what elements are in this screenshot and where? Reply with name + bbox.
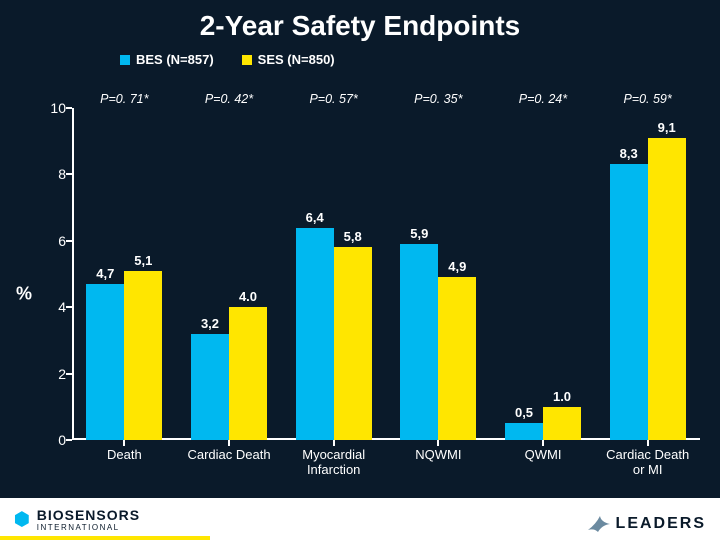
x-tick-label: Cardiac Deathor MI (585, 448, 710, 478)
bar-value-label: 5,1 (124, 253, 162, 268)
bar: 1.0 (543, 407, 581, 440)
legend-item: SES (N=850) (242, 52, 335, 67)
bar-value-label: 8,3 (610, 146, 648, 161)
logo-right-text: LEADERS (616, 515, 706, 533)
bar-group: 6,45,8MyocardialInfarction (281, 108, 386, 440)
plot-area: 4,75,1Death3,24.0Cardiac Death6,45,8Myoc… (72, 108, 700, 440)
y-tick-mark (66, 240, 72, 242)
bar-group: 5,94,9NQWMI (386, 108, 491, 440)
bar-value-label: 4,7 (86, 266, 124, 281)
bar-value-label: 4,9 (438, 259, 476, 274)
x-tick-mark (123, 440, 125, 446)
y-tick-label: 6 (36, 233, 66, 249)
bar: 9,1 (648, 138, 686, 440)
y-tick-label: 4 (36, 299, 66, 315)
y-tick-mark (66, 306, 72, 308)
bar-groups: 4,75,1Death3,24.0Cardiac Death6,45,8Myoc… (72, 108, 700, 440)
chart: % 4,75,1Death3,24.0Cardiac Death6,45,8My… (20, 108, 700, 480)
bar: 5,9 (400, 244, 438, 440)
bar-group: 4,75,1Death (72, 108, 177, 440)
y-tick-mark (66, 373, 72, 375)
y-tick-mark (66, 439, 72, 441)
x-tick-mark (333, 440, 335, 446)
bar: 4,9 (438, 277, 476, 440)
p-value: P=0. 24* (491, 92, 595, 106)
bar-group: 3,24.0Cardiac Death (177, 108, 282, 440)
y-tick-label: 2 (36, 366, 66, 382)
bar: 4,7 (86, 284, 124, 440)
bar: 5,1 (124, 271, 162, 440)
bar-value-label: 6,4 (296, 210, 334, 225)
slide: 2-Year Safety Endpoints BES (N=857) SES (… (0, 0, 720, 540)
y-tick-label: 8 (36, 166, 66, 182)
legend-swatch (120, 55, 130, 65)
logo-left-sub: INTERNATIONAL (37, 523, 140, 532)
x-tick-mark (647, 440, 649, 446)
x-tick-mark (228, 440, 230, 446)
legend-label: BES (N=857) (136, 52, 214, 67)
y-axis-label: % (16, 284, 32, 305)
p-value: P=0. 42* (177, 92, 281, 106)
bar: 3,2 (191, 334, 229, 440)
bar-value-label: 3,2 (191, 316, 229, 331)
footer: ⬢ BIOSENSORS INTERNATIONAL LEADERS (0, 498, 720, 540)
bar: 5,8 (334, 247, 372, 440)
p-value: P=0. 35* (386, 92, 490, 106)
legend-label: SES (N=850) (258, 52, 335, 67)
bird-icon (586, 514, 612, 534)
bar: 0,5 (505, 423, 543, 440)
bar-value-label: 4.0 (229, 289, 267, 304)
logo-left-main: BIOSENSORS (37, 507, 140, 523)
logo-leaders: LEADERS (586, 514, 706, 534)
bar: 8,3 (610, 164, 648, 440)
bar-value-label: 5,9 (400, 226, 438, 241)
bar-value-label: 5,8 (334, 229, 372, 244)
x-tick-mark (437, 440, 439, 446)
bar: 4.0 (229, 307, 267, 440)
legend: BES (N=857) SES (N=850) (0, 42, 720, 67)
y-tick-label: 10 (36, 100, 66, 116)
legend-swatch (242, 55, 252, 65)
logo-biosensors: ⬢ BIOSENSORS INTERNATIONAL (14, 507, 140, 532)
bar-value-label: 9,1 (648, 120, 686, 135)
bar: 6,4 (296, 228, 334, 440)
bar-value-label: 1.0 (543, 389, 581, 404)
bar-group: 0,51.0QWMI (491, 108, 596, 440)
footer-accent (0, 536, 210, 540)
hex-icon: ⬢ (14, 509, 31, 530)
bar-value-label: 0,5 (505, 405, 543, 420)
y-tick-mark (66, 173, 72, 175)
p-value: P=0. 57* (282, 92, 386, 106)
y-tick-mark (66, 107, 72, 109)
legend-item: BES (N=857) (120, 52, 214, 67)
x-tick-mark (542, 440, 544, 446)
y-tick-label: 0 (36, 432, 66, 448)
p-values-row: P=0. 71*P=0. 42*P=0. 57*P=0. 35*P=0. 24*… (72, 92, 700, 106)
page-title: 2-Year Safety Endpoints (0, 0, 720, 42)
p-value: P=0. 59* (595, 92, 699, 106)
p-value: P=0. 71* (72, 92, 176, 106)
bar-group: 8,39,1Cardiac Deathor MI (595, 108, 700, 440)
